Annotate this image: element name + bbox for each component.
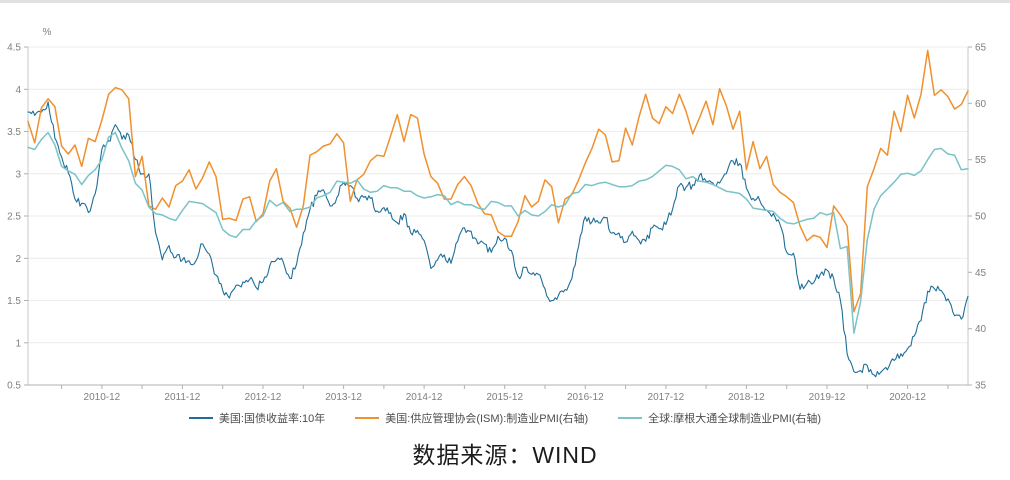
x-tick-label: 2016-12	[567, 392, 604, 403]
x-tick-label: 2011-12	[164, 392, 200, 403]
x-tick-label: 2010-12	[84, 392, 121, 403]
legend-item-ism-pmi: 美国:供应管理协会(ISM):制造业PMI(右轴)	[355, 410, 588, 426]
x-tick-label: 2018-12	[728, 392, 765, 403]
global-pmi-line-swatch-icon	[618, 417, 643, 419]
x-tick-label: 2019-12	[809, 392, 846, 403]
left-axis-unit: %	[43, 27, 52, 38]
svg-text:65: 65	[975, 43, 987, 54]
legend-label-treasury-yield: 美国:国债收益率:10年	[218, 413, 326, 425]
gridlines	[28, 46, 968, 344]
svg-text:50: 50	[975, 212, 987, 223]
svg-text:60: 60	[975, 99, 987, 110]
right-axis: 65 60 55 50 45 40 35	[968, 43, 987, 392]
chart-svg: % 4.5 4 3.5 3 2.5 2 1.5 1 0.5 65 60 55 50 45 40 35 2010-1…	[7, 27, 987, 403]
legend-label-global-pmi: 全球:摩根大通全球制造业PMI(右轴)	[648, 413, 822, 425]
svg-text:1: 1	[15, 338, 21, 349]
x-tick-label: 2017-12	[648, 392, 685, 403]
legend-item-global-pmi: 全球:摩根大通全球制造业PMI(右轴)	[618, 410, 821, 426]
svg-text:4.5: 4.5	[7, 43, 21, 54]
svg-text:2.5: 2.5	[7, 212, 21, 223]
svg-text:40: 40	[975, 324, 987, 335]
x-tick-label: 2020-12	[889, 392, 926, 403]
ism-line-swatch-icon	[355, 417, 380, 419]
x-tick-label: 2014-12	[406, 392, 443, 403]
svg-text:3.5: 3.5	[7, 127, 21, 138]
chart-canvas: % 4.5 4 3.5 3 2.5 2 1.5 1 0.5 65 60 55 50 45 40 35 2010-1…	[0, 3, 1010, 405]
x-axis: 2010-12 2011-12 2012-12 2013-12 2014-12 2015-…	[61, 385, 949, 403]
series-line-2	[27, 131, 969, 334]
x-tick-label: 2013-12	[325, 392, 362, 403]
x-tick-label: 2012-12	[245, 392, 282, 403]
series-line-1	[27, 49, 969, 313]
svg-text:55: 55	[975, 155, 987, 166]
top-divider	[0, 0, 1010, 3]
x-tick-label: 2015-12	[486, 392, 523, 403]
svg-text:4: 4	[15, 85, 21, 96]
svg-text:3: 3	[15, 169, 21, 180]
svg-text:0.5: 0.5	[7, 381, 21, 392]
svg-text:2: 2	[15, 254, 21, 265]
data-source-caption: 数据来源：WIND	[412, 442, 598, 468]
legend-item-treasury-yield: 美国:国债收益率:10年	[188, 410, 326, 426]
series-line-0	[27, 101, 969, 378]
svg-text:1.5: 1.5	[7, 296, 21, 307]
legend-label-ism-pmi: 美国:供应管理协会(ISM):制造业PMI(右轴)	[385, 413, 589, 425]
left-axis: % 4.5 4 3.5 3 2.5 2 1.5 1 0.5	[7, 27, 51, 392]
svg-text:35: 35	[975, 381, 987, 392]
svg-text:45: 45	[975, 268, 987, 279]
treasury-line-swatch-icon	[188, 417, 213, 419]
chart-legend: 美国:国债收益率:10年 美国:供应管理协会(ISM):制造业PMI(右轴) 全…	[0, 408, 1010, 428]
